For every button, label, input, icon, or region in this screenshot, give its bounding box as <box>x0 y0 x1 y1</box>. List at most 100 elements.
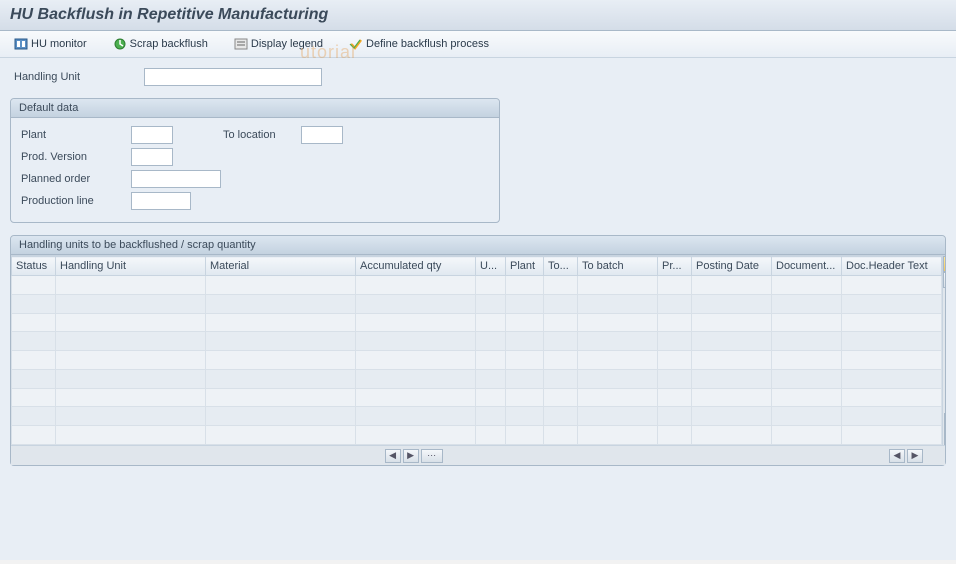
table-cell[interactable] <box>578 426 658 445</box>
table-cell[interactable] <box>12 276 56 295</box>
table-cell[interactable] <box>206 388 356 407</box>
table-cell[interactable] <box>842 407 942 426</box>
table-cell[interactable] <box>658 276 692 295</box>
table-cell[interactable] <box>772 388 842 407</box>
define-backflush-button[interactable]: Define backflush process <box>345 35 493 53</box>
table-cell[interactable] <box>12 388 56 407</box>
h-scroll-right-2[interactable]: ▶ <box>907 449 923 463</box>
table-cell[interactable] <box>578 313 658 332</box>
table-cell[interactable] <box>772 407 842 426</box>
table-cell[interactable] <box>56 294 206 313</box>
table-row[interactable] <box>12 332 942 351</box>
table-cell[interactable] <box>476 332 506 351</box>
table-cell[interactable] <box>56 369 206 388</box>
table-cell[interactable] <box>476 276 506 295</box>
table-cell[interactable] <box>356 351 476 370</box>
table-cell[interactable] <box>206 351 356 370</box>
table-cell[interactable] <box>506 351 544 370</box>
table-cell[interactable] <box>356 313 476 332</box>
table-cell[interactable] <box>476 388 506 407</box>
table-cell[interactable] <box>544 388 578 407</box>
table-cell[interactable] <box>544 276 578 295</box>
table-cell[interactable] <box>506 313 544 332</box>
table-cell[interactable] <box>658 313 692 332</box>
table-cell[interactable] <box>658 351 692 370</box>
scroll-down-arrow-2[interactable]: ▾ <box>944 429 946 445</box>
table-cell[interactable] <box>842 426 942 445</box>
table-cell[interactable] <box>544 407 578 426</box>
table-cell[interactable] <box>476 351 506 370</box>
table-cell[interactable] <box>692 388 772 407</box>
table-cell[interactable] <box>476 407 506 426</box>
table-cell[interactable] <box>658 407 692 426</box>
scroll-up-arrow[interactable]: ▲ <box>943 272 946 288</box>
handling-unit-input[interactable] <box>144 68 322 86</box>
column-header[interactable]: Plant <box>506 257 544 276</box>
table-cell[interactable] <box>578 388 658 407</box>
table-cell[interactable] <box>692 426 772 445</box>
table-cell[interactable] <box>692 276 772 295</box>
column-header[interactable]: Posting Date <box>692 257 772 276</box>
table-cell[interactable] <box>206 407 356 426</box>
table-cell[interactable] <box>658 332 692 351</box>
table-cell[interactable] <box>506 369 544 388</box>
table-cell[interactable] <box>692 369 772 388</box>
table-cell[interactable] <box>476 369 506 388</box>
table-cell[interactable] <box>658 369 692 388</box>
table-cell[interactable] <box>544 313 578 332</box>
hu-monitor-button[interactable]: HU monitor <box>10 35 91 53</box>
table-cell[interactable] <box>772 369 842 388</box>
table-cell[interactable] <box>476 426 506 445</box>
h-scroll-left-2[interactable]: ◀ <box>889 449 905 463</box>
table-cell[interactable] <box>578 407 658 426</box>
table-cell[interactable] <box>506 332 544 351</box>
table-cell[interactable] <box>842 276 942 295</box>
table-cell[interactable] <box>772 426 842 445</box>
table-row[interactable] <box>12 294 942 313</box>
table-cell[interactable] <box>772 351 842 370</box>
table-cell[interactable] <box>476 294 506 313</box>
table-cell[interactable] <box>692 407 772 426</box>
table-cell[interactable] <box>356 369 476 388</box>
column-header[interactable]: To... <box>544 257 578 276</box>
table-row[interactable] <box>12 276 942 295</box>
h-scroll-options[interactable]: ⋯ <box>421 449 443 463</box>
table-cell[interactable] <box>206 276 356 295</box>
table-cell[interactable] <box>56 276 206 295</box>
table-cell[interactable] <box>842 369 942 388</box>
table-cell[interactable] <box>206 294 356 313</box>
table-row[interactable] <box>12 369 942 388</box>
table-cell[interactable] <box>772 332 842 351</box>
table-cell[interactable] <box>12 294 56 313</box>
table-cell[interactable] <box>842 294 942 313</box>
table-cell[interactable] <box>772 276 842 295</box>
table-cell[interactable] <box>842 313 942 332</box>
table-cell[interactable] <box>56 407 206 426</box>
table-cell[interactable] <box>56 313 206 332</box>
table-cell[interactable] <box>658 388 692 407</box>
table-row[interactable] <box>12 388 942 407</box>
table-cell[interactable] <box>692 294 772 313</box>
table-cell[interactable] <box>842 388 942 407</box>
table-cell[interactable] <box>772 313 842 332</box>
column-header[interactable]: Accumulated qty <box>356 257 476 276</box>
table-cell[interactable] <box>544 332 578 351</box>
table-cell[interactable] <box>506 388 544 407</box>
table-cell[interactable] <box>544 426 578 445</box>
table-cell[interactable] <box>578 351 658 370</box>
table-row[interactable] <box>12 426 942 445</box>
production-line-input[interactable] <box>131 192 191 210</box>
column-header[interactable]: Document... <box>772 257 842 276</box>
planned-order-input[interactable] <box>131 170 221 188</box>
scrap-backflush-button[interactable]: Scrap backflush <box>109 35 212 53</box>
table-cell[interactable] <box>506 294 544 313</box>
table-cell[interactable] <box>842 332 942 351</box>
table-cell[interactable] <box>12 332 56 351</box>
table-row[interactable] <box>12 407 942 426</box>
table-row[interactable] <box>12 313 942 332</box>
table-row[interactable] <box>12 351 942 370</box>
table-cell[interactable] <box>772 294 842 313</box>
table-cell[interactable] <box>506 426 544 445</box>
table-cell[interactable] <box>56 332 206 351</box>
table-cell[interactable] <box>544 351 578 370</box>
